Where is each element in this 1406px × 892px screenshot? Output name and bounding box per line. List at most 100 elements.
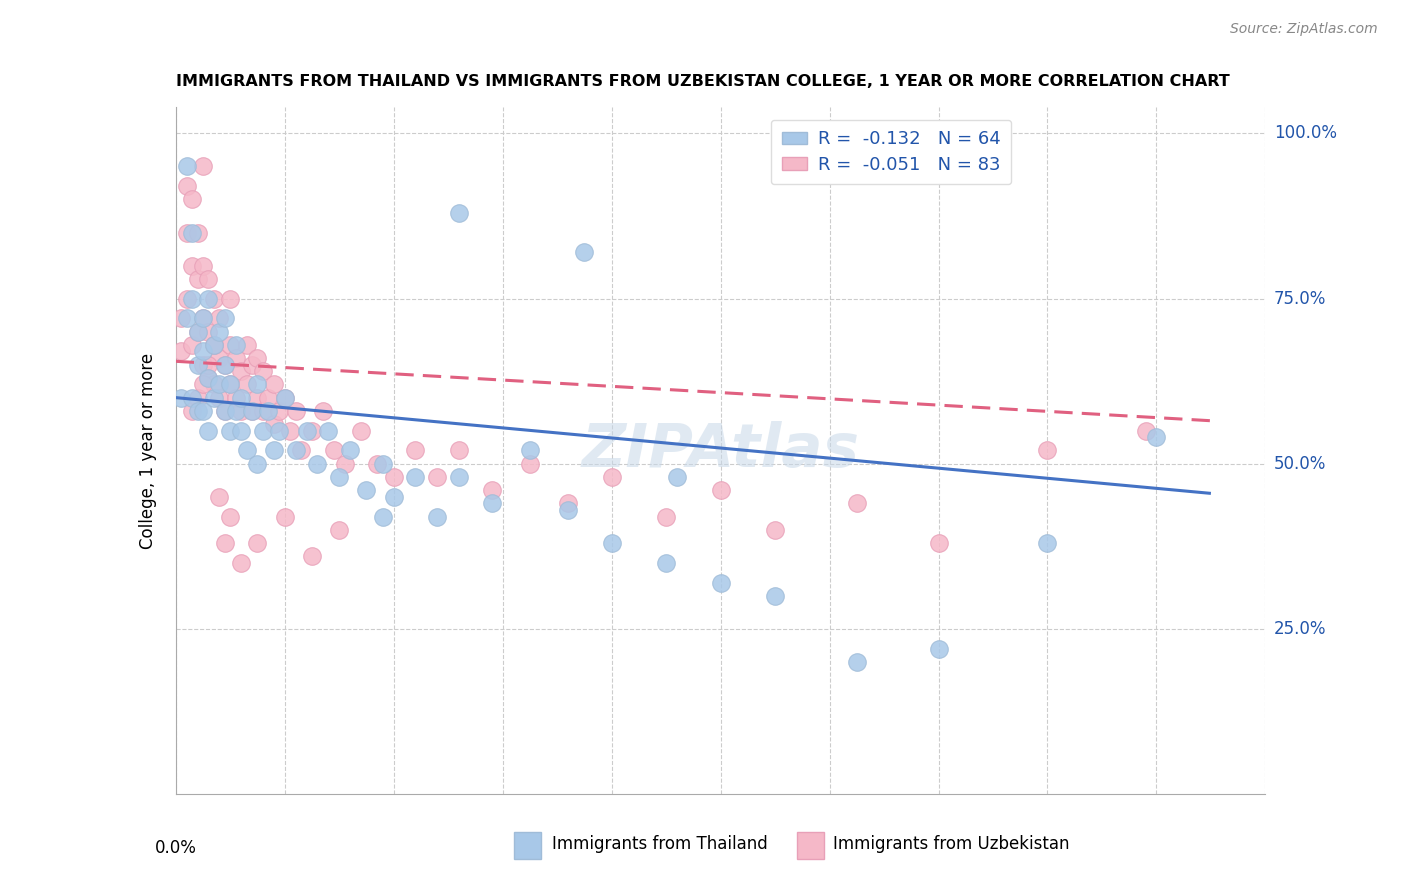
Point <box>257 404 280 418</box>
Y-axis label: College, 1 year or more: College, 1 year or more <box>139 352 157 549</box>
Point <box>845 655 868 669</box>
Point <box>557 503 579 517</box>
Point <box>202 338 225 352</box>
Point <box>181 259 204 273</box>
Point <box>197 371 219 385</box>
Point <box>382 490 405 504</box>
Point <box>339 443 361 458</box>
Point <box>219 424 242 438</box>
Point <box>257 391 280 405</box>
Point <box>426 470 449 484</box>
Point <box>191 377 214 392</box>
Point <box>191 311 214 326</box>
Point <box>246 351 269 365</box>
Point <box>176 292 198 306</box>
Point <box>1144 430 1167 444</box>
Point <box>191 160 214 174</box>
Point <box>252 404 274 418</box>
Point <box>845 496 868 510</box>
Point <box>235 377 257 392</box>
Point <box>214 311 236 326</box>
Point <box>202 292 225 306</box>
Point <box>181 226 204 240</box>
Point <box>333 457 356 471</box>
Point <box>278 424 301 438</box>
Point <box>274 509 297 524</box>
Point <box>366 457 388 471</box>
Text: IMMIGRANTS FROM THAILAND VS IMMIGRANTS FROM UZBEKISTAN COLLEGE, 1 YEAR OR MORE C: IMMIGRANTS FROM THAILAND VS IMMIGRANTS F… <box>176 74 1229 89</box>
Point <box>219 377 242 392</box>
Point <box>356 483 378 497</box>
Point <box>191 358 214 372</box>
Point <box>208 351 231 365</box>
Point <box>208 325 231 339</box>
Point <box>710 483 733 497</box>
Text: Immigrants from Thailand: Immigrants from Thailand <box>551 835 768 853</box>
Point <box>246 391 269 405</box>
Point <box>214 404 236 418</box>
Text: 25.0%: 25.0% <box>1274 620 1326 638</box>
Point <box>382 470 405 484</box>
Point <box>600 536 623 550</box>
Point <box>574 245 596 260</box>
Point <box>274 391 297 405</box>
Point <box>176 179 198 194</box>
Point <box>181 391 204 405</box>
Point <box>208 311 231 326</box>
Point <box>328 470 350 484</box>
Point <box>1135 424 1157 438</box>
Point <box>214 358 236 372</box>
Point <box>202 377 225 392</box>
Point <box>928 641 950 656</box>
Point <box>202 391 225 405</box>
Point <box>263 443 285 458</box>
Point <box>214 358 236 372</box>
Point <box>426 509 449 524</box>
Point <box>170 311 193 326</box>
Point <box>307 457 329 471</box>
Point <box>557 496 579 510</box>
Point <box>519 443 541 458</box>
Point <box>208 377 231 392</box>
Point <box>371 457 394 471</box>
Point <box>301 549 323 563</box>
Point <box>186 358 209 372</box>
Point <box>928 536 950 550</box>
Point <box>176 160 198 174</box>
Point <box>246 457 269 471</box>
Point <box>186 391 209 405</box>
Point <box>197 271 219 285</box>
Point <box>447 443 470 458</box>
Point <box>1036 443 1059 458</box>
Point <box>322 443 344 458</box>
Point <box>186 325 209 339</box>
Point <box>240 404 263 418</box>
Point <box>176 311 198 326</box>
Point <box>240 358 263 372</box>
Point <box>231 424 253 438</box>
Point <box>181 338 204 352</box>
Point <box>219 338 242 352</box>
Text: 100.0%: 100.0% <box>1274 125 1337 143</box>
Point <box>246 377 269 392</box>
Point <box>269 424 291 438</box>
Point <box>710 575 733 590</box>
Point <box>235 338 257 352</box>
Point <box>231 556 253 570</box>
Point <box>481 483 503 497</box>
Point <box>600 470 623 484</box>
Point <box>666 470 689 484</box>
Point <box>447 205 470 219</box>
Point <box>318 424 340 438</box>
Legend: R =  -0.132   N = 64, R =  -0.051   N = 83: R = -0.132 N = 64, R = -0.051 N = 83 <box>770 120 1011 185</box>
Text: Immigrants from Uzbekistan: Immigrants from Uzbekistan <box>832 835 1070 853</box>
Point <box>312 404 335 418</box>
Point <box>191 311 214 326</box>
Point <box>170 344 193 359</box>
Point <box>763 523 786 537</box>
Point <box>263 417 285 431</box>
Point <box>186 325 209 339</box>
Point <box>328 523 350 537</box>
Point <box>181 404 204 418</box>
Point <box>290 443 312 458</box>
